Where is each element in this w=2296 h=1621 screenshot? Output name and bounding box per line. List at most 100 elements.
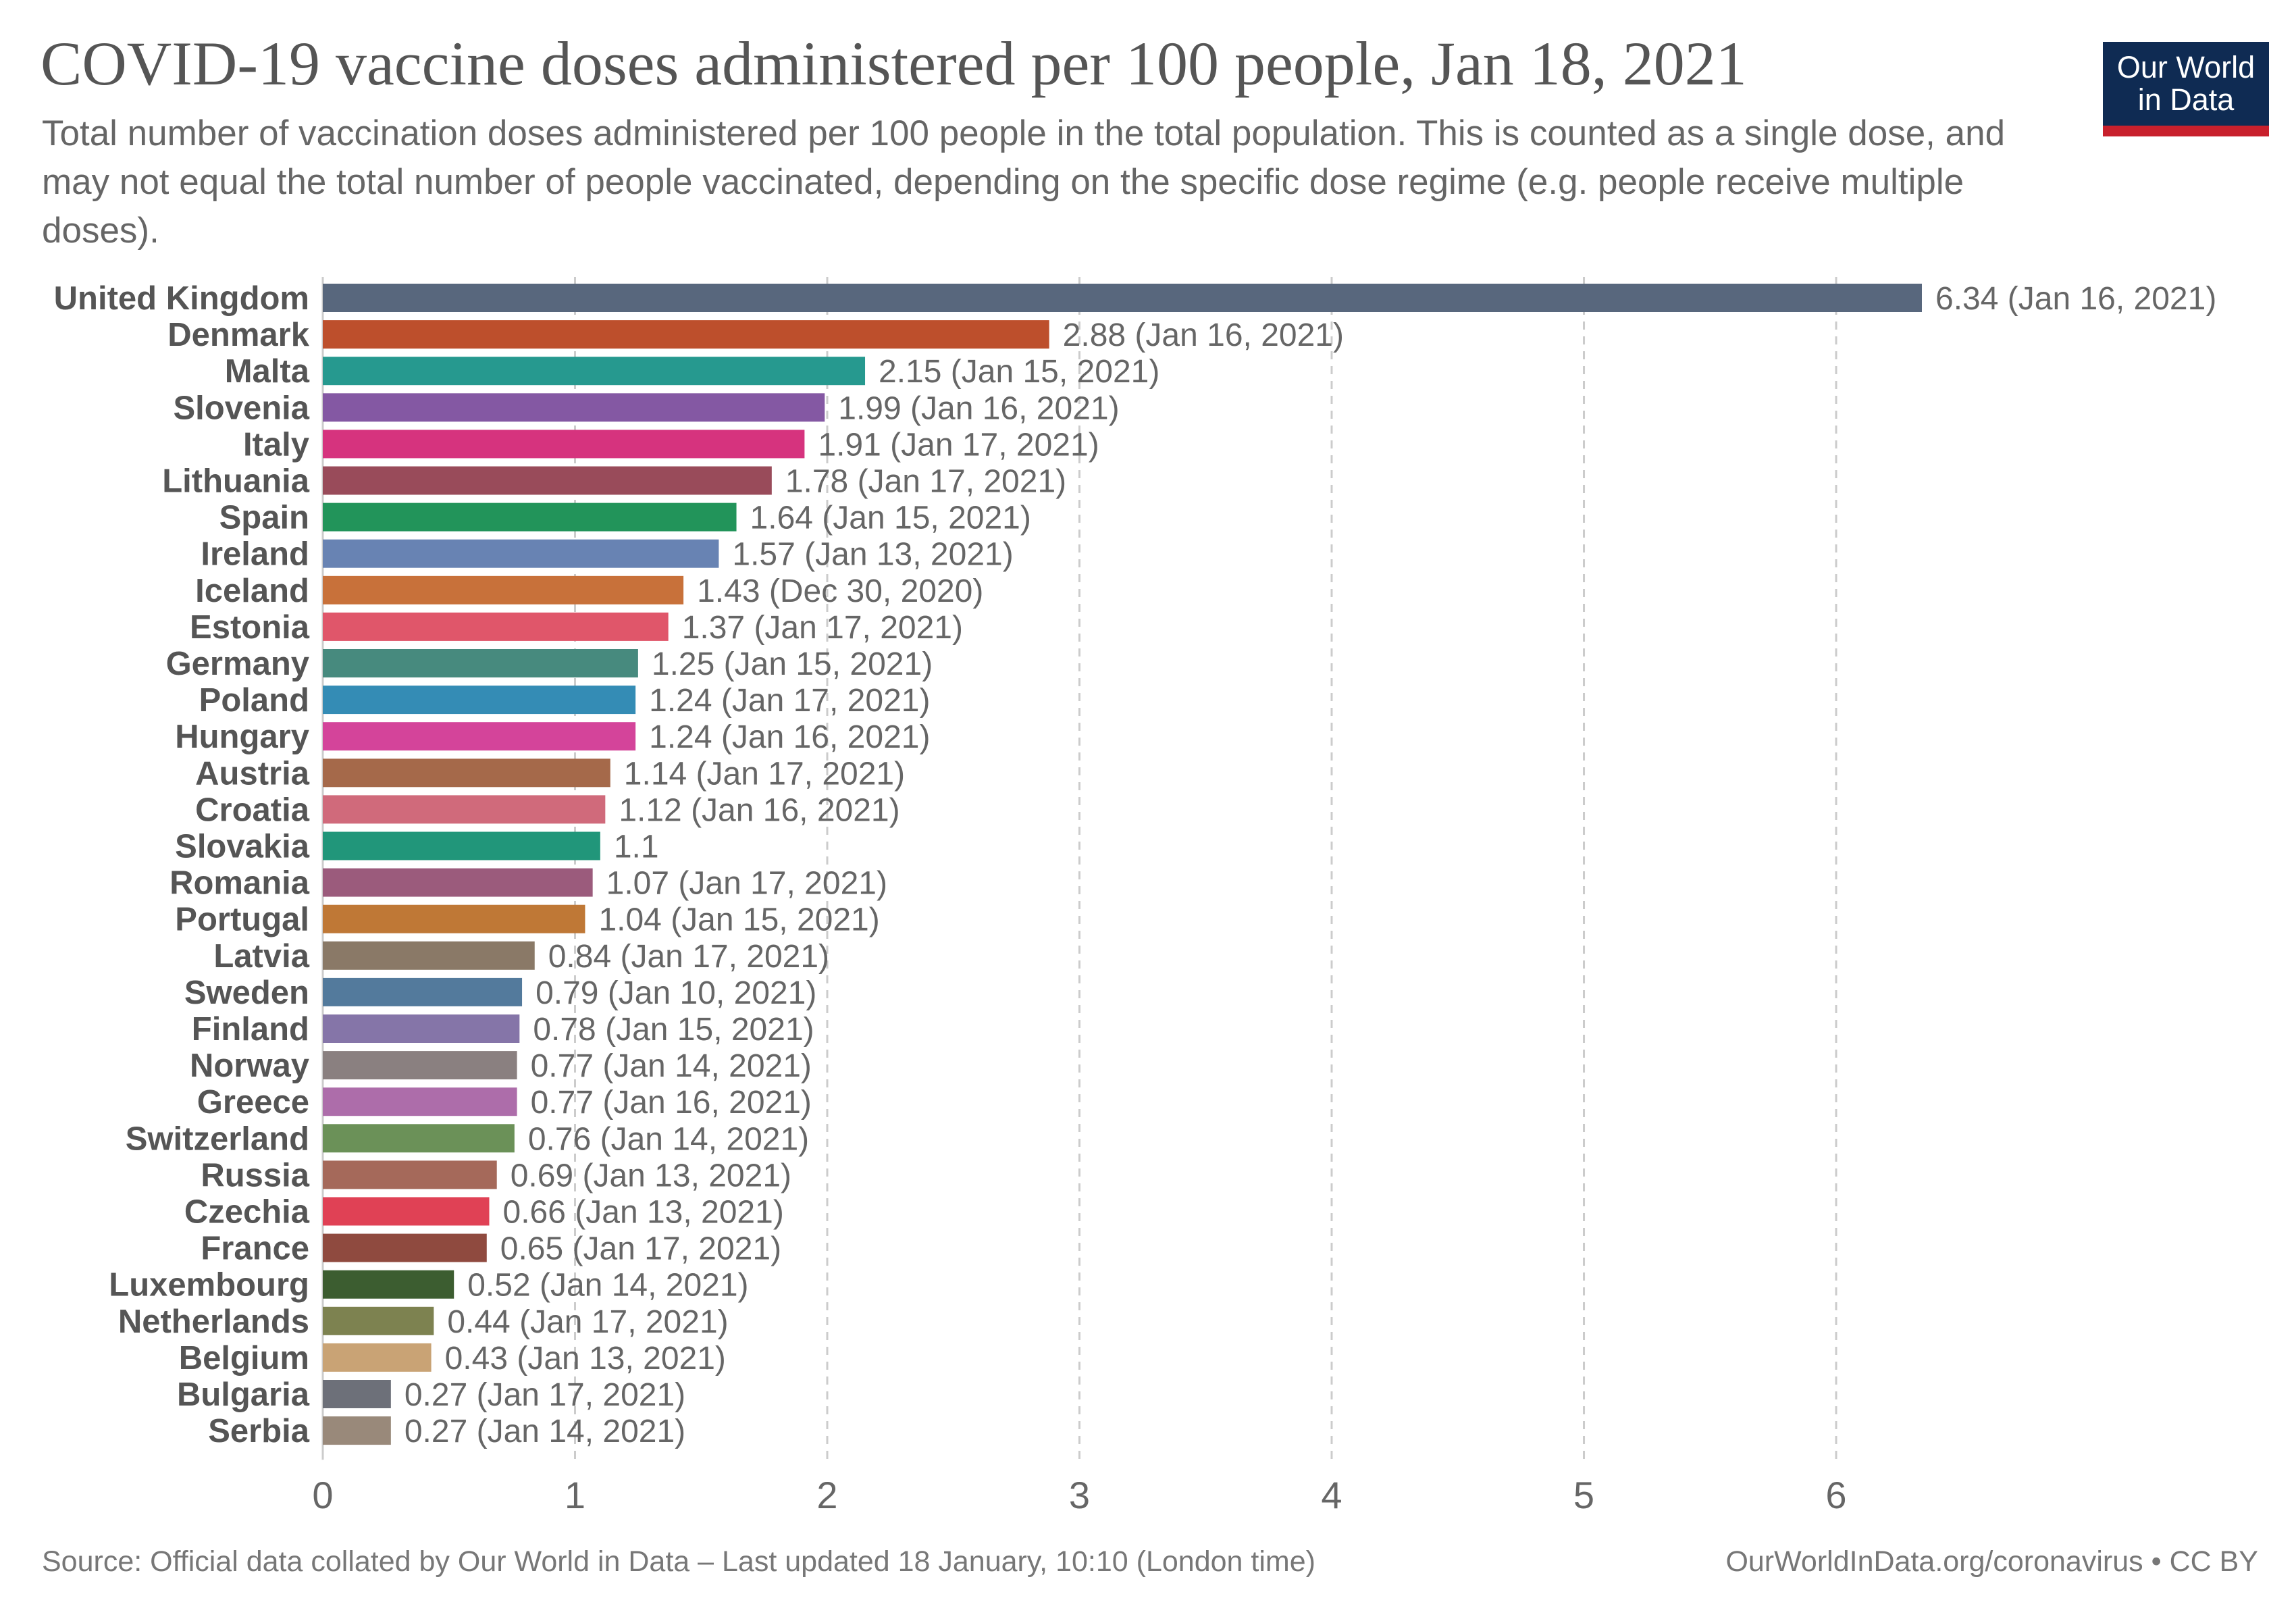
x-tick-label: 5 [1573, 1474, 1594, 1516]
value-label: 0.43 (Jan 13, 2021) [445, 1341, 726, 1376]
owid-logo[interactable]: Our World in Data [2103, 42, 2269, 136]
bar[interactable] [323, 393, 825, 422]
bar[interactable] [323, 1197, 490, 1226]
bar[interactable] [323, 1051, 517, 1080]
category-label: Norway [190, 1048, 309, 1084]
source-note: Source: Official data collated by Our Wo… [42, 1545, 1315, 1578]
category-label: Romania [169, 865, 310, 902]
category-label: Serbia [208, 1413, 310, 1449]
value-label: 0.66 (Jan 13, 2021) [503, 1195, 784, 1231]
bar[interactable] [323, 1160, 497, 1189]
value-label: 0.27 (Jan 17, 2021) [405, 1377, 685, 1413]
category-label: Ireland [201, 536, 309, 573]
category-label: Luxembourg [109, 1267, 309, 1304]
value-label: 0.52 (Jan 14, 2021) [467, 1268, 748, 1304]
value-label: 1.07 (Jan 17, 2021) [606, 866, 887, 902]
bar[interactable] [323, 1343, 432, 1372]
value-label: 1.64 (Jan 15, 2021) [750, 500, 1031, 536]
value-label: 6.34 (Jan 16, 2021) [1935, 281, 2216, 317]
bar[interactable] [323, 1270, 454, 1299]
value-label: 1.1 [614, 829, 659, 865]
value-label: 0.79 (Jan 10, 2021) [536, 975, 816, 1011]
bar[interactable] [323, 758, 610, 788]
value-label: 1.57 (Jan 13, 2021) [732, 537, 1013, 573]
x-tick-label: 0 [312, 1474, 333, 1516]
value-label: 0.77 (Jan 14, 2021) [531, 1048, 812, 1084]
category-label: Slovakia [175, 829, 310, 865]
value-label: 0.76 (Jan 14, 2021) [528, 1121, 809, 1157]
bars [323, 284, 1922, 1445]
logo-line-1: Our World [2116, 50, 2255, 84]
category-label: Poland [199, 682, 309, 719]
value-label: 1.99 (Jan 16, 2021) [838, 390, 1119, 426]
x-tick-labels: 0 1 2 3 4 5 6 [312, 1474, 1846, 1516]
bar[interactable] [323, 1014, 520, 1043]
value-label: 1.04 (Jan 15, 2021) [598, 902, 879, 938]
category-label: France [201, 1231, 309, 1267]
category-label: Lithuania [162, 463, 310, 500]
category-label: Greece [197, 1084, 309, 1121]
bar[interactable] [323, 941, 535, 970]
category-label: Netherlands [118, 1304, 309, 1340]
bar[interactable] [323, 1124, 515, 1153]
bar[interactable] [323, 686, 636, 715]
category-label: Germany [166, 646, 309, 682]
bar[interactable] [323, 1380, 391, 1408]
bar[interactable] [323, 575, 684, 604]
category-label: Sweden [184, 975, 309, 1011]
value-label: 2.15 (Jan 15, 2021) [879, 354, 1159, 390]
bar[interactable] [323, 612, 669, 641]
category-label: Spain [219, 500, 309, 536]
x-tick-label: 3 [1069, 1474, 1090, 1516]
bar[interactable] [323, 649, 638, 677]
x-tick-label: 6 [1825, 1474, 1846, 1516]
category-label: Austria [195, 755, 310, 792]
bar[interactable] [323, 868, 593, 897]
bar[interactable] [323, 320, 1049, 349]
category-label: Finland [192, 1011, 309, 1048]
chart-subtitle: Total number of vaccination doses admini… [42, 113, 2006, 251]
bar[interactable] [323, 430, 805, 459]
value-label: 0.69 (Jan 13, 2021) [511, 1158, 791, 1193]
category-label: Czechia [184, 1194, 310, 1231]
category-label: United Kingdom [54, 280, 309, 317]
value-label: 0.65 (Jan 17, 2021) [500, 1231, 781, 1267]
bar[interactable] [323, 1306, 434, 1335]
category-label: Russia [201, 1157, 309, 1193]
value-label: 0.84 (Jan 17, 2021) [548, 939, 829, 975]
category-label: Croatia [195, 792, 310, 828]
value-label: 0.27 (Jan 14, 2021) [405, 1414, 685, 1449]
bar[interactable] [323, 1233, 487, 1262]
bar[interactable] [323, 466, 772, 495]
bar[interactable] [323, 904, 585, 933]
value-label: 1.12 (Jan 16, 2021) [619, 792, 899, 828]
category-label: Iceland [195, 573, 309, 609]
category-label: Belgium [179, 1340, 309, 1376]
value-label: 1.78 (Jan 17, 2021) [785, 464, 1066, 500]
category-label: Denmark [167, 317, 309, 353]
category-label: Switzerland [126, 1121, 309, 1157]
bar[interactable] [323, 977, 523, 1006]
bar[interactable] [323, 284, 1922, 312]
value-label: 0.77 (Jan 16, 2021) [531, 1085, 812, 1121]
value-label: 0.78 (Jan 15, 2021) [533, 1012, 814, 1048]
bar[interactable] [323, 722, 636, 751]
value-label: 2.88 (Jan 16, 2021) [1063, 317, 1344, 353]
bar[interactable] [323, 1416, 391, 1445]
bar[interactable] [323, 1087, 517, 1116]
value-label: 1.25 (Jan 15, 2021) [652, 646, 933, 682]
category-label: Malta [225, 353, 310, 390]
logo-line-2: in Data [2137, 82, 2235, 117]
bar[interactable] [323, 795, 606, 824]
bar[interactable] [323, 831, 600, 860]
value-label: 1.24 (Jan 17, 2021) [649, 683, 930, 719]
bar[interactable] [323, 503, 737, 532]
bar[interactable] [323, 539, 719, 568]
bar[interactable] [323, 357, 866, 386]
category-labels: United KingdomDenmarkMaltaSloveniaItalyL… [54, 280, 310, 1449]
x-tick-label: 2 [816, 1474, 837, 1516]
category-label: Latvia [213, 938, 309, 975]
owid-link[interactable]: OurWorldInData.org/coronavirus • CC BY [1725, 1545, 2258, 1578]
x-tick-label: 1 [565, 1474, 585, 1516]
value-label: 1.24 (Jan 16, 2021) [649, 719, 930, 755]
